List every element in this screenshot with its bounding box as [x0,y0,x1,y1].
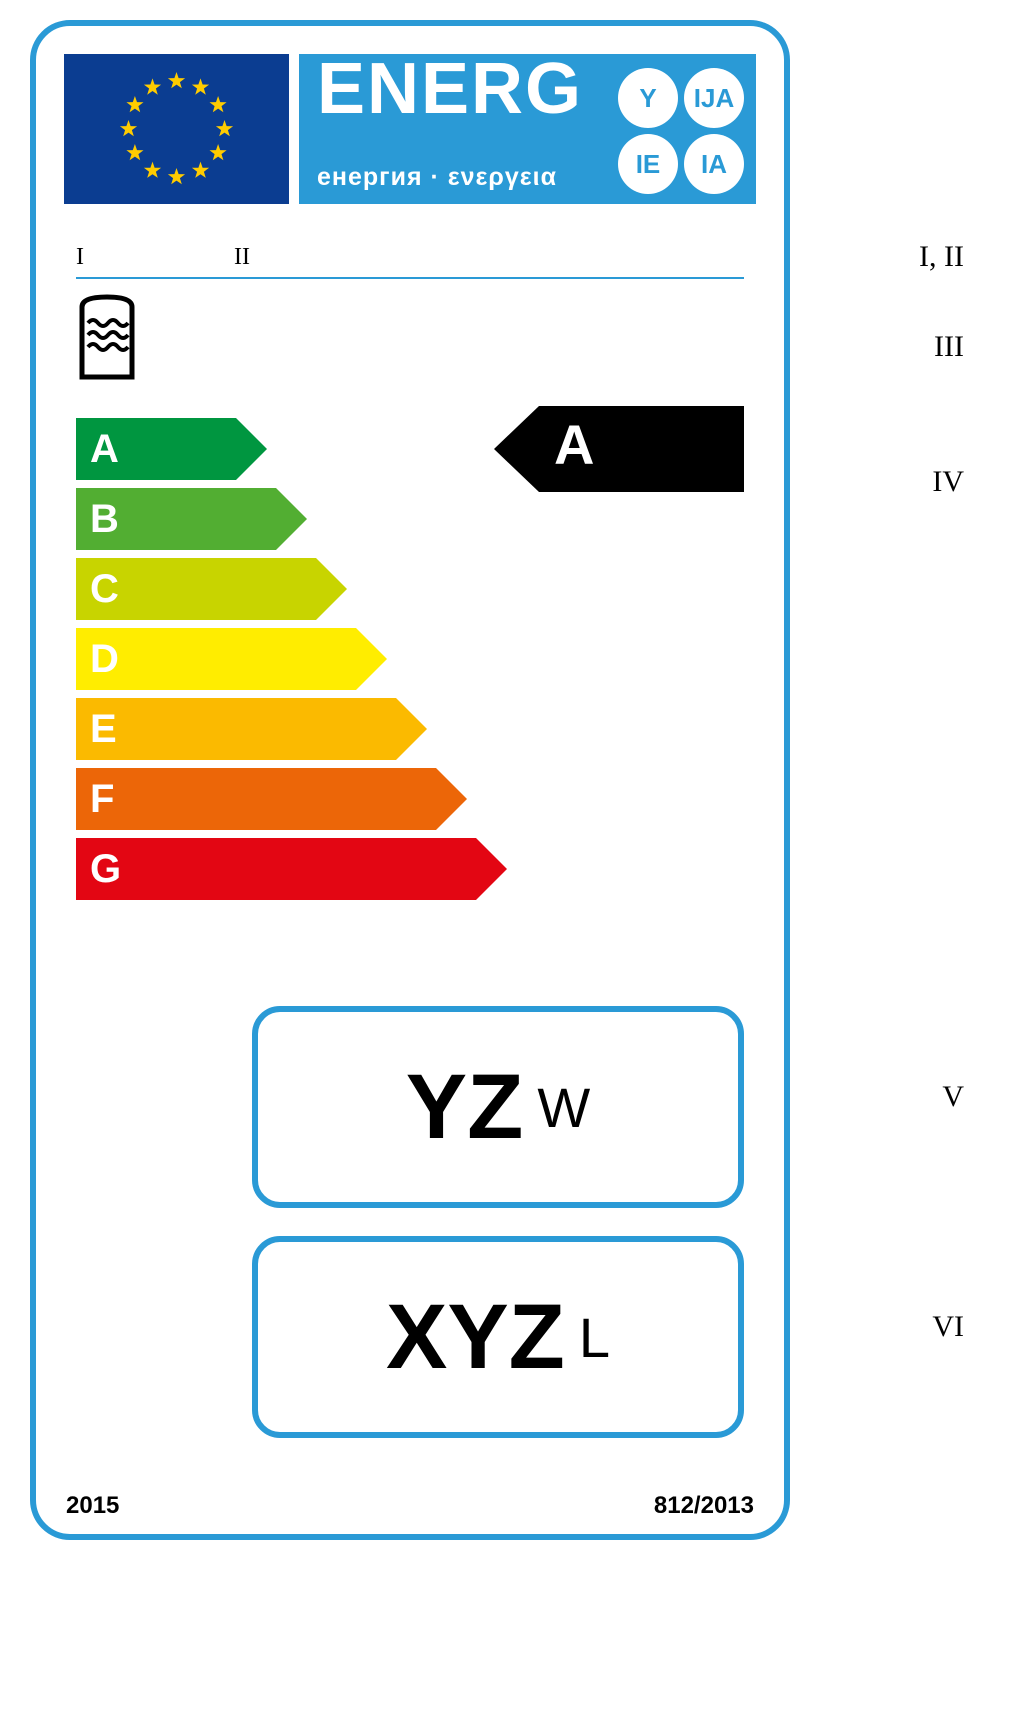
annotation-i-ii: I, II [919,240,964,274]
footer-regulation: 812/2013 [654,1492,754,1520]
energy-label-card: ENERG енергия · ενεργεια YIJAIEIA I II A… [30,20,790,1540]
volume-unit: L [579,1305,610,1370]
energ-suffix-circle: IJA [684,68,744,128]
rated-class-pointer: A [494,406,744,497]
efficiency-arrow-label: F [90,768,114,830]
header-row: ENERG енергия · ενεργεια YIJAIEIA [64,54,756,204]
footer-year: 2015 [66,1492,119,1520]
energ-suffix-circle: IA [684,134,744,194]
annotation-vi: VI [932,1310,964,1344]
efficiency-arrow-label: C [90,558,119,620]
standing-loss-value: YZ [406,1055,524,1160]
annotation-v: V [942,1080,964,1114]
energ-block: ENERG енергия · ενεργεια YIJAIEIA [299,54,756,204]
standing-loss-box: YZ W [252,1006,744,1208]
volume-box: XYZ L [252,1236,744,1438]
eu-flag [64,54,289,204]
efficiency-arrow-label: G [90,838,121,900]
energ-title: ENERG [317,48,583,130]
supplier-field-1: I [76,244,84,271]
energ-suffix-circle: Y [618,68,678,128]
rated-class-label: A [554,412,594,477]
standing-loss-unit: W [537,1075,590,1140]
efficiency-arrow: G [76,838,784,900]
label-footer: 2015 812/2013 [66,1492,754,1520]
efficiency-arrow-label: B [90,488,119,550]
water-tank-icon [76,293,784,388]
energ-subtitle: енергия · ενεργεια [317,163,557,192]
efficiency-arrow: B [76,488,784,550]
efficiency-arrow-label: D [90,628,119,690]
efficiency-arrow: C [76,558,784,620]
supplier-field-2: II [234,244,250,271]
energ-suffix-circle: IE [618,134,678,194]
annotation-iii: III [934,330,964,364]
volume-value: XYZ [386,1285,565,1390]
efficiency-arrow: D [76,628,784,690]
annotation-iv: IV [932,465,964,499]
eu-stars-icon [64,54,289,204]
efficiency-arrow-label: A [90,418,119,480]
efficiency-arrow: E [76,698,784,760]
efficiency-arrow: F [76,768,784,830]
energ-suffix-circles: YIJAIEIA [618,68,744,194]
supplier-model-row: I II [76,244,744,279]
efficiency-arrow-label: E [90,698,117,760]
